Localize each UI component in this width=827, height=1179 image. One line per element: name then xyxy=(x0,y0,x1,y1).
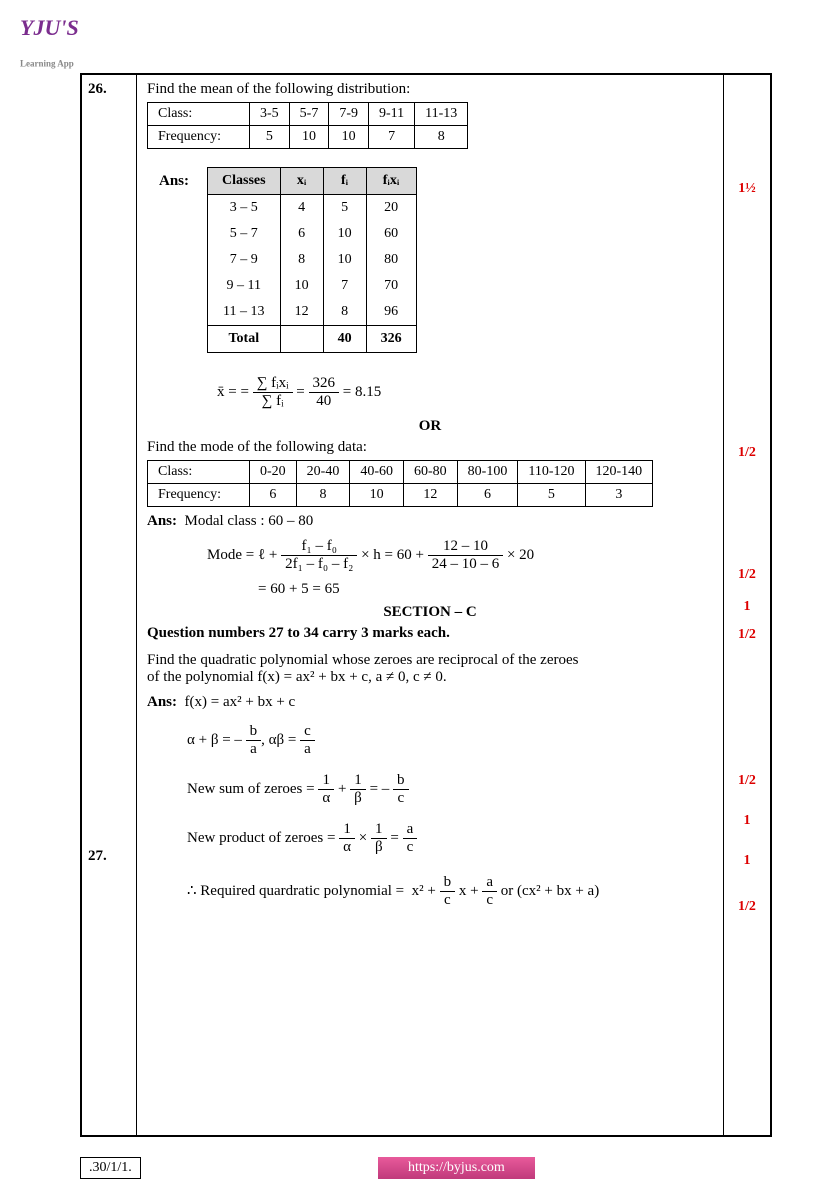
page-frame: 26. 27. Find the mean of the following d… xyxy=(80,73,772,1137)
ans-label: Ans: xyxy=(159,167,207,353)
q27-l5: ∴ Required quardratic polynomial = x² + … xyxy=(187,874,713,909)
section-c-sub: Question numbers 27 to 34 carry 3 marks … xyxy=(147,625,713,642)
mark: 1/2 xyxy=(728,567,766,583)
q27-l3: New sum of zeroes = 1α + 1β = – bc xyxy=(187,772,713,807)
q26-prompt2: Find the mode of the following data: xyxy=(147,439,713,456)
q27-num: 27. xyxy=(88,848,130,865)
mean-equation: x̄ = = ∑ fᵢxᵢ∑ fᵢ = 32640 = 8.15 xyxy=(217,375,713,410)
mark: 1/2 xyxy=(728,627,766,643)
mark: 1/2 xyxy=(728,773,766,789)
logo: YJU'SLearning App xyxy=(0,0,827,73)
or-label: OR xyxy=(147,418,713,435)
q26-num: 26. xyxy=(88,81,130,98)
mark: 1 xyxy=(728,813,766,829)
q26-answer-table: Classesxᵢfᵢfᵢxᵢ 3 – 54520 5 – 761060 7 –… xyxy=(207,167,417,353)
mark: 1 xyxy=(728,853,766,869)
q27-prompt: Find the quadratic polynomial whose zero… xyxy=(147,652,713,686)
modal-class: Modal class : 60 – 80 xyxy=(185,513,314,529)
mark: 1 xyxy=(728,599,766,615)
mode-result: = 60 + 5 = 65 xyxy=(258,581,713,598)
q26-table3: Class:0-2020-4040-6060-8080-100110-12012… xyxy=(147,460,653,507)
mode-equation: Mode = ℓ + f₁ – f₀2f₁ – f₀ – f₂ × h = 60… xyxy=(207,538,713,573)
mark: 1½ xyxy=(728,181,766,197)
q27-l1: f(x) = ax² + bx + c xyxy=(185,694,296,710)
q27-l2: α + β = – ba, αβ = ca xyxy=(187,723,713,758)
mark: 1/2 xyxy=(728,899,766,915)
q26-prompt: Find the mean of the following distribut… xyxy=(147,81,713,98)
section-c-title: SECTION – C xyxy=(147,604,713,621)
url-banner: https://byjus.com xyxy=(378,1157,535,1179)
content-col: Find the mean of the following distribut… xyxy=(137,75,724,1135)
q27-l4: New product of zeroes = 1α × 1β = ac xyxy=(187,821,713,856)
question-number-col: 26. 27. xyxy=(82,75,137,1135)
paper-code: .30/1/1. xyxy=(80,1157,141,1179)
q26-table1: Class:3-55-77-99-1111-13 Frequency:51010… xyxy=(147,102,468,149)
mark: 1/2 xyxy=(728,445,766,461)
marks-col: 1½ 1/2 1/2 1 1/2 1/2 1 1 1/2 xyxy=(724,75,770,1135)
footer: .30/1/1. https://byjus.com xyxy=(80,1157,772,1179)
